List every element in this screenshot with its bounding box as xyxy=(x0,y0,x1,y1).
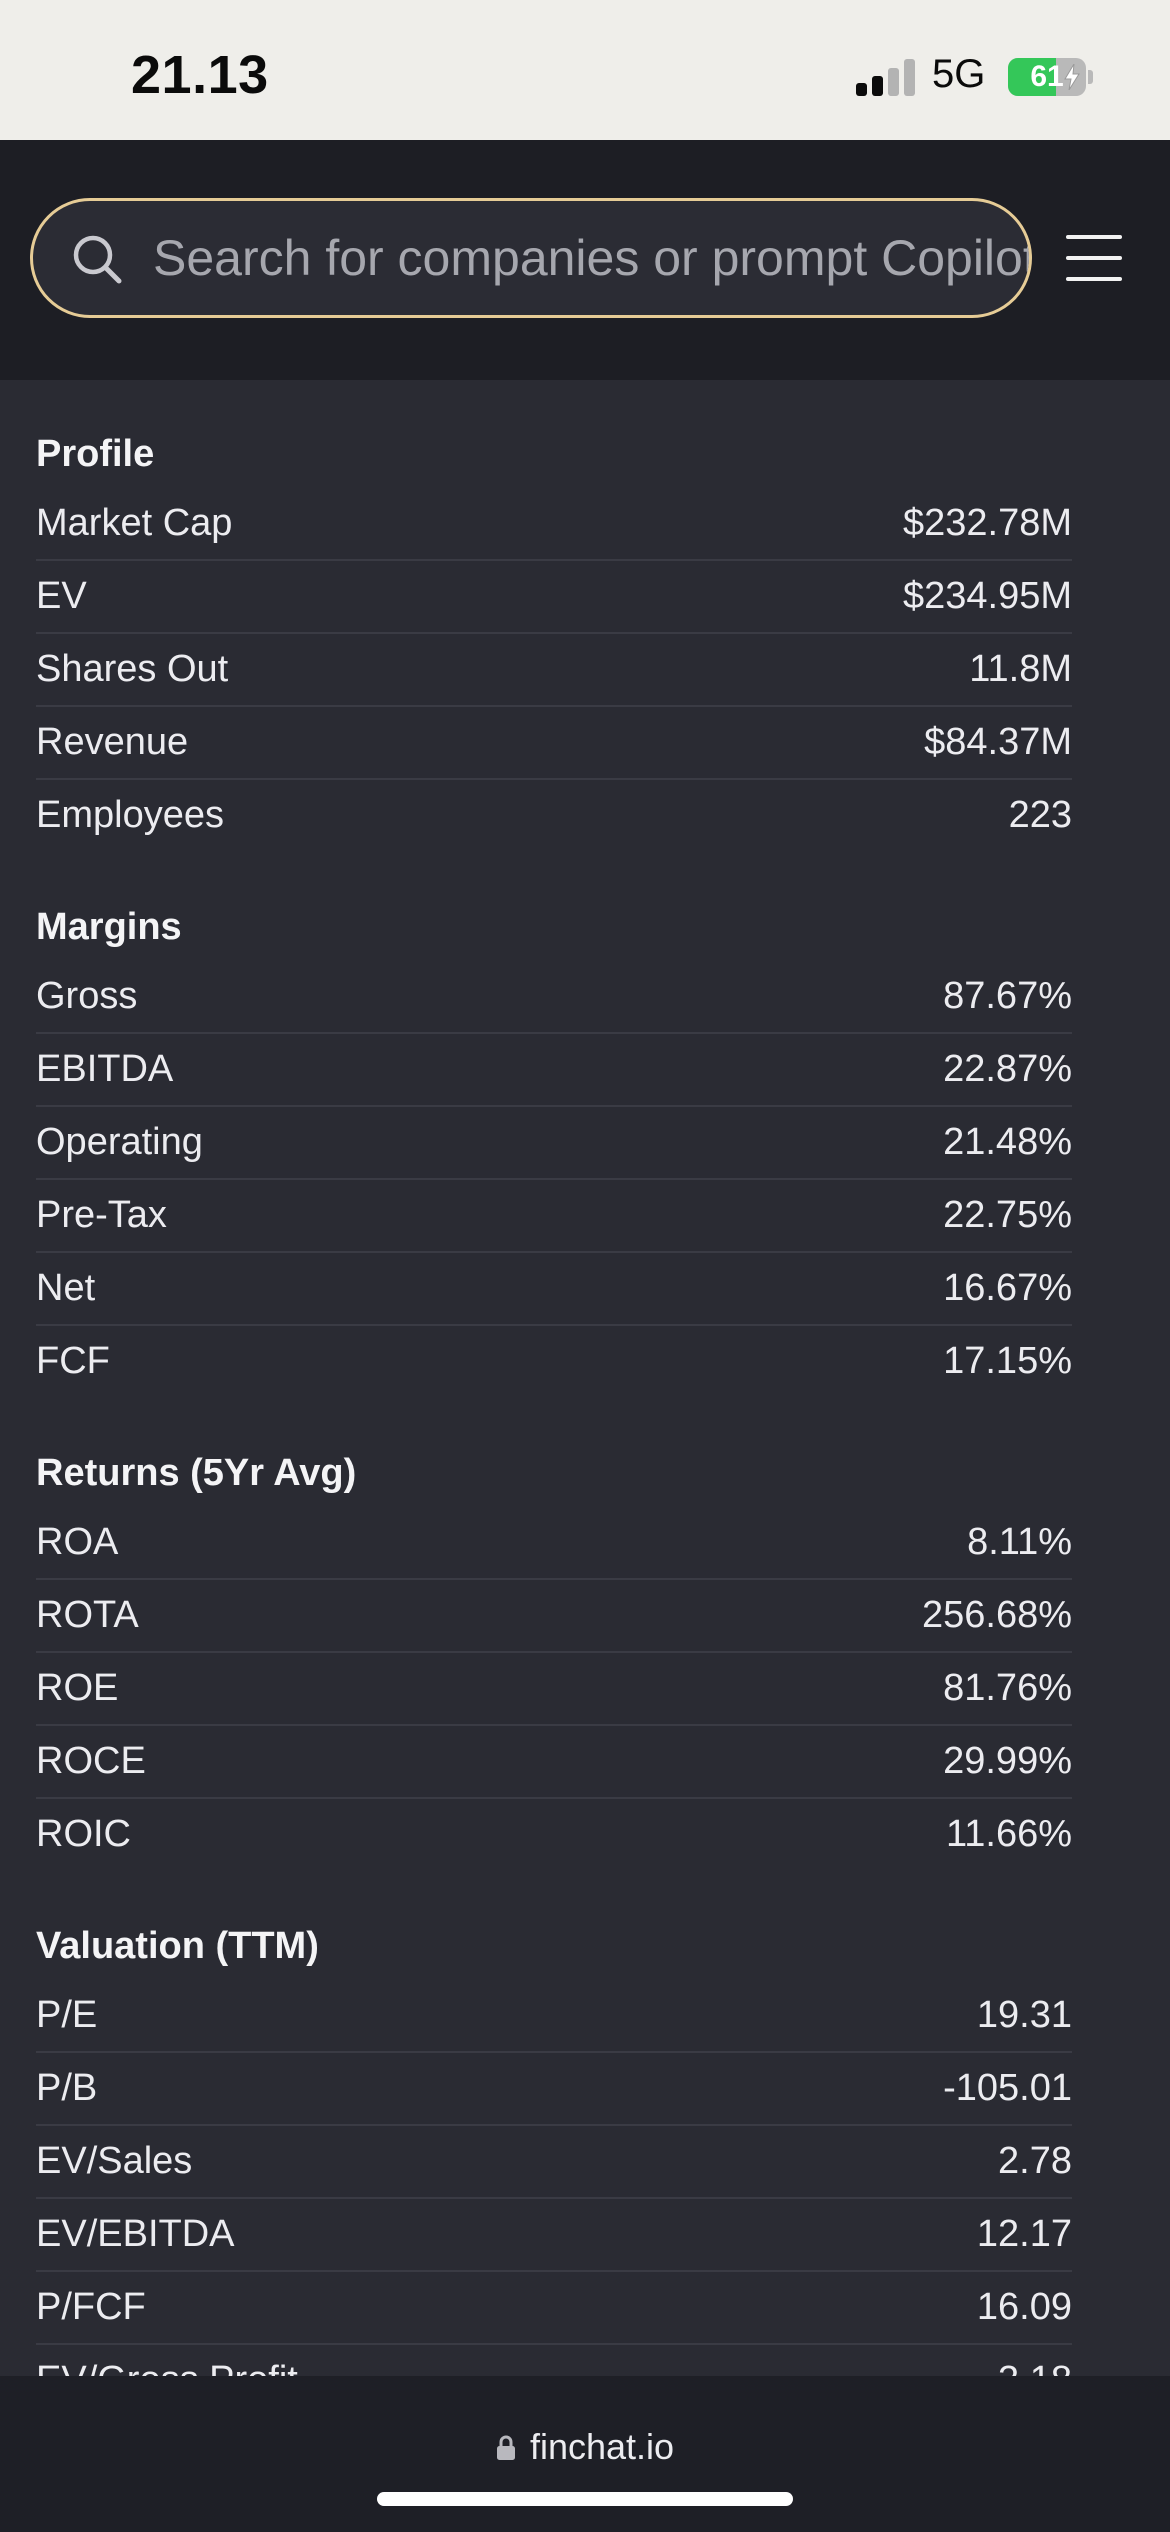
metric-row: EV $234.95M xyxy=(36,561,1072,634)
charging-bolt-icon xyxy=(1064,64,1080,90)
metric-label: Gross xyxy=(36,975,138,1017)
metric-row: Operating 21.48% xyxy=(36,1107,1072,1180)
metric-label: ROCE xyxy=(36,1740,146,1782)
app-header xyxy=(0,140,1170,380)
metric-value: 223 xyxy=(1008,794,1072,836)
metrics-panel: Profile Market Cap $232.78M EV $234.95M … xyxy=(0,380,1170,2376)
metric-row: Revenue $84.37M xyxy=(36,707,1072,780)
metric-value: $84.37M xyxy=(924,721,1072,763)
battery-tip xyxy=(1088,70,1093,84)
metric-row: Employees 223 xyxy=(36,780,1072,851)
metric-label: Market Cap xyxy=(36,502,233,544)
metric-label: P/B xyxy=(36,2067,98,2109)
section-title: Returns (5Yr Avg) xyxy=(36,1452,357,1494)
metric-row: Market Cap $232.78M xyxy=(36,488,1072,561)
metric-label: Revenue xyxy=(36,721,189,763)
metric-row: EBITDA 22.87% xyxy=(36,1034,1072,1107)
metric-value: 256.68% xyxy=(921,1594,1072,1636)
metric-label: EV/Sales xyxy=(36,2140,193,2182)
metric-row: ROCE 29.99% xyxy=(36,1726,1072,1799)
cellular-signal-icon xyxy=(856,58,916,96)
metric-label: ROE xyxy=(36,1667,119,1709)
browser-address-bar[interactable]: finchat.io xyxy=(0,2376,1170,2532)
metric-value: 19.31 xyxy=(976,1994,1072,2036)
metric-value: 3.18 xyxy=(998,2359,1072,2376)
metric-value: 11.66% xyxy=(945,1813,1072,1855)
battery-level: 61 xyxy=(1030,60,1064,93)
section-title: Margins xyxy=(36,906,182,948)
metric-value: 29.99% xyxy=(943,1740,1072,1782)
metric-row: FCF 17.15% xyxy=(36,1326,1072,1397)
section-profile: Profile Market Cap $232.78M EV $234.95M … xyxy=(0,426,1170,851)
metric-value: -105.01 xyxy=(943,2067,1072,2109)
metric-row: P/B -105.01 xyxy=(36,2053,1072,2126)
metric-label: ROTA xyxy=(36,1594,139,1636)
status-bar: 21.13 5G 61 xyxy=(0,0,1170,140)
metric-row: P/E 19.31 xyxy=(36,1980,1072,2053)
metric-value: 22.87% xyxy=(943,1048,1072,1090)
metric-value: $234.95M xyxy=(902,575,1072,617)
metric-label: EV xyxy=(36,575,87,617)
metric-value: 16.09 xyxy=(976,2286,1072,2328)
metric-row: ROE 81.76% xyxy=(36,1653,1072,1726)
search-bar[interactable] xyxy=(30,198,1032,318)
url-text: finchat.io xyxy=(529,2426,675,2467)
metric-value: 16.67% xyxy=(943,1267,1072,1309)
metric-value: 2.78 xyxy=(998,2140,1072,2182)
metric-row: EV/EBITDA 12.17 xyxy=(36,2199,1072,2272)
metric-value: $232.78M xyxy=(902,502,1072,544)
metric-label: ROA xyxy=(36,1521,119,1563)
status-time: 21.13 xyxy=(131,45,269,105)
metric-row: P/FCF 16.09 xyxy=(36,2272,1072,2345)
lock-icon xyxy=(496,2435,515,2460)
metric-label: Employees xyxy=(36,794,224,836)
metric-label: Operating xyxy=(36,1121,203,1163)
metric-label: Shares Out xyxy=(36,648,229,690)
metric-value: 21.48% xyxy=(943,1121,1072,1163)
battery-icon: 61 xyxy=(1008,58,1086,96)
section-title: Valuation (TTM) xyxy=(36,1925,319,1967)
metric-label: Pre-Tax xyxy=(36,1194,167,1236)
metric-row: EV/Gross Profit 3.18 xyxy=(36,2345,1072,2376)
metric-value: 87.67% xyxy=(943,975,1072,1017)
metric-row: Gross 87.67% xyxy=(36,961,1072,1034)
metric-value: 12.17 xyxy=(976,2213,1072,2255)
section-valuation: Valuation (TTM) P/E 19.31 P/B -105.01 EV… xyxy=(0,1918,1170,2376)
metric-label: EBITDA xyxy=(36,1048,174,1090)
section-margins: Margins Gross 87.67% EBITDA 22.87% Opera… xyxy=(0,899,1170,1397)
metric-row: Net 16.67% xyxy=(36,1253,1072,1326)
metric-value: 8.11% xyxy=(967,1521,1072,1563)
metric-row: ROTA 256.68% xyxy=(36,1580,1072,1653)
metric-value: 11.8M xyxy=(969,648,1072,690)
metric-label: FCF xyxy=(36,1340,110,1382)
metric-label: P/E xyxy=(36,1994,98,2036)
metric-label: ROIC xyxy=(36,1813,131,1855)
metric-row: Pre-Tax 22.75% xyxy=(36,1180,1072,1253)
search-icon xyxy=(73,235,122,284)
search-input[interactable] xyxy=(153,201,1029,315)
metric-label: P/FCF xyxy=(36,2286,146,2328)
metric-label: EV/Gross Profit xyxy=(36,2359,298,2376)
metric-row: EV/Sales 2.78 xyxy=(36,2126,1072,2199)
metric-row: ROA 8.11% xyxy=(36,1507,1072,1580)
network-type: 5G xyxy=(932,52,986,96)
section-returns: Returns (5Yr Avg) ROA 8.11% ROTA 256.68%… xyxy=(0,1445,1170,1870)
metric-label: EV/EBITDA xyxy=(36,2213,235,2255)
metric-value: 81.76% xyxy=(943,1667,1072,1709)
metric-row: Shares Out 11.8M xyxy=(36,634,1072,707)
metric-value: 22.75% xyxy=(943,1194,1072,1236)
url-display[interactable]: finchat.io xyxy=(0,2426,1170,2468)
section-title: Profile xyxy=(36,433,155,475)
metric-label: Net xyxy=(36,1267,96,1309)
home-indicator[interactable] xyxy=(377,2492,793,2506)
metric-row: ROIC 11.66% xyxy=(36,1799,1072,1870)
hamburger-menu-icon[interactable] xyxy=(1066,235,1122,281)
metric-value: 17.15% xyxy=(943,1340,1072,1382)
